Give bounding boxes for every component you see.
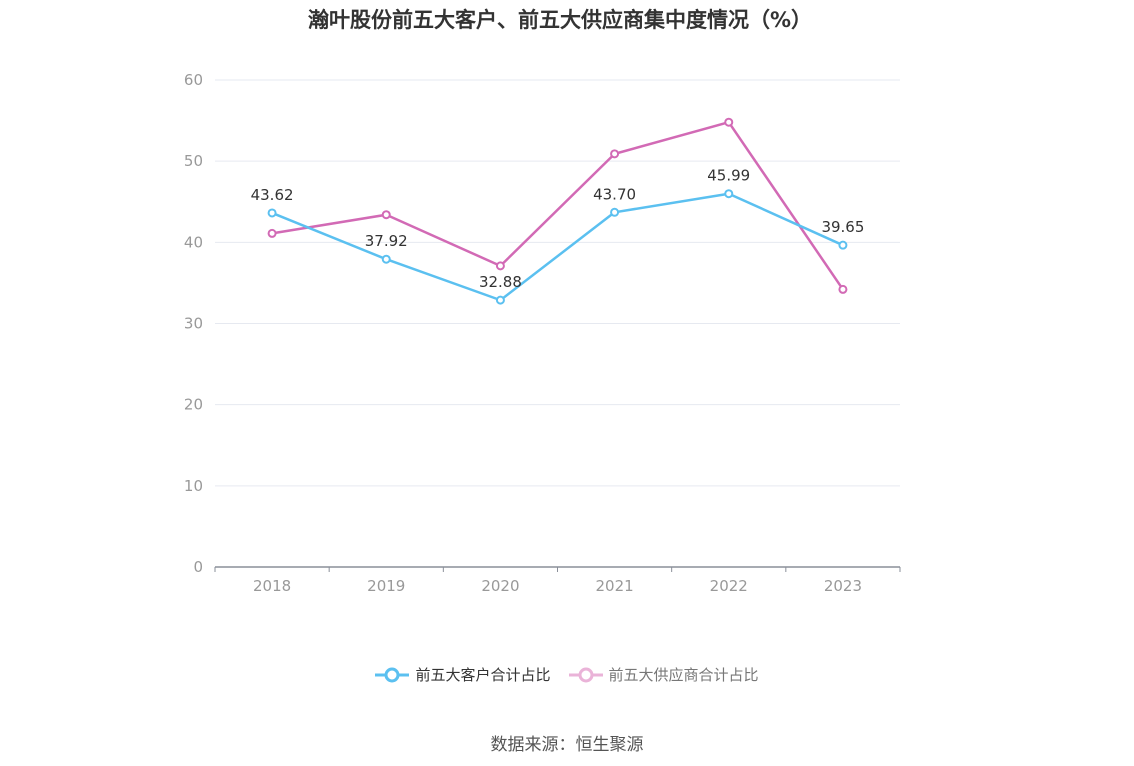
x-tick-label: 2018: [253, 577, 291, 595]
series-lines: [271, 120, 844, 302]
data-label-customers: 39.65: [821, 218, 864, 236]
x-tick-label: 2022: [710, 577, 748, 595]
data-point-customers[interactable]: [381, 254, 391, 264]
data-point-suppliers[interactable]: [495, 261, 505, 271]
data-source: 数据来源：恒生聚源: [490, 735, 644, 755]
data-label-customers: 37.92: [365, 232, 408, 250]
y-tick-label: 40: [184, 233, 203, 251]
data-point-customers[interactable]: [495, 295, 505, 305]
data-point-suppliers[interactable]: [724, 117, 734, 127]
x-tick-label: 2020: [481, 577, 519, 595]
data-label-customers: 45.99: [707, 167, 750, 185]
y-tick-label: 0: [193, 558, 203, 576]
x-tick-label: 2019: [367, 577, 405, 595]
line-chart: 0 10 20 30 40 50 60 2018 2019 2020 2021 2022 2023 4…: [184, 71, 901, 595]
data-point-suppliers[interactable]: [610, 149, 620, 159]
data-point-customers[interactable]: [724, 189, 734, 199]
legend-suppliers-marker-icon: [568, 667, 603, 682]
data-point-customers[interactable]: [267, 208, 277, 218]
grid-lines: [215, 79, 900, 487]
legend-customers-marker-icon: [375, 667, 410, 682]
legend-suppliers-label: 前五大供应商合计占比: [608, 666, 759, 684]
y-tick-label: 10: [184, 477, 203, 495]
legend-item-suppliers[interactable]: 前五大供应商合计占比: [568, 664, 759, 685]
y-tick-label: 20: [184, 396, 203, 414]
x-tick-label: 2021: [595, 577, 633, 595]
x-axis: 2018 2019 2020 2021 2022 2023: [214, 566, 901, 595]
chart-title: 瀚叶股份前五大客户、前五大供应商集中度情况（%）: [307, 8, 813, 32]
data-labels: 43.62 37.92 32.88 43.70 45.99 39.65: [251, 167, 865, 291]
data-point-suppliers[interactable]: [838, 284, 848, 294]
y-tick-label: 50: [184, 152, 203, 170]
legend-customers-label: 前五大客户合计占比: [415, 666, 551, 684]
y-tick-label: 30: [184, 315, 203, 333]
data-label-customers: 43.62: [251, 186, 294, 204]
series-line-suppliers: [271, 120, 844, 291]
y-axis-ticks: 0 10 20 30 40 50 60: [184, 71, 203, 576]
legend-item-customers[interactable]: 前五大客户合计占比: [375, 664, 551, 685]
legend: 前五大客户合计占比 前五大供应商合计占比: [0, 664, 1134, 685]
data-label-customers: 43.70: [593, 185, 636, 203]
data-label-customers: 32.88: [479, 273, 522, 291]
data-point-customers[interactable]: [610, 207, 620, 217]
data-point-suppliers[interactable]: [267, 228, 277, 238]
data-point-suppliers[interactable]: [381, 210, 391, 220]
data-points: [267, 117, 848, 305]
data-point-customers[interactable]: [838, 240, 848, 250]
x-tick-label: 2023: [824, 577, 862, 595]
series-line-customers: [271, 192, 844, 302]
y-tick-label: 60: [184, 71, 203, 89]
